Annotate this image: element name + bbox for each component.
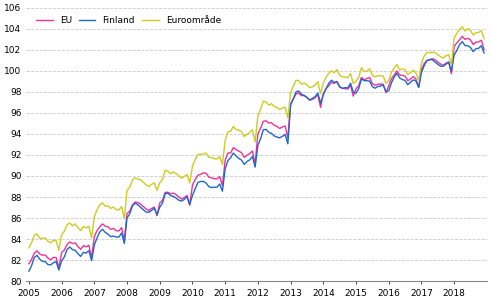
EU — [288, 102, 294, 106]
Euroområde — [288, 91, 294, 94]
Line: Finland: Finland — [29, 42, 484, 271]
Finland — [108, 235, 113, 238]
Euroområde — [481, 37, 487, 40]
Euroområde — [26, 246, 32, 250]
EU — [110, 226, 116, 230]
Finland — [293, 90, 299, 94]
Euroområde — [184, 173, 190, 176]
Finland — [157, 205, 163, 209]
EU — [160, 198, 165, 202]
Finland — [181, 198, 187, 201]
Line: Euroområde: Euroområde — [29, 27, 484, 250]
EU — [26, 262, 32, 265]
EU — [184, 194, 190, 198]
Line: EU: EU — [29, 36, 484, 268]
EU — [391, 73, 397, 77]
EU — [481, 48, 487, 51]
Finland — [26, 269, 32, 273]
Euroområde — [110, 205, 116, 209]
Legend: EU, Finland, Euroområde: EU, Finland, Euroområde — [33, 12, 225, 28]
Euroområde — [296, 79, 301, 82]
Finland — [285, 142, 291, 146]
Euroområde — [460, 25, 465, 29]
Finland — [388, 81, 394, 85]
Finland — [481, 51, 487, 55]
EU — [56, 266, 62, 270]
EU — [460, 34, 465, 38]
Euroområde — [391, 66, 397, 70]
Euroområde — [56, 249, 62, 252]
EU — [296, 92, 301, 95]
Euroområde — [160, 178, 165, 181]
Finland — [460, 40, 465, 43]
